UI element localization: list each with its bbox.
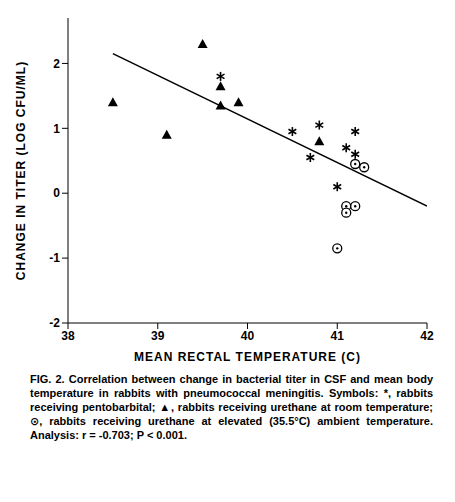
svg-text:-2: -2: [49, 316, 60, 330]
svg-text:MEAN RECTAL TEMPERATURE (C): MEAN RECTAL TEMPERATURE (C): [134, 350, 361, 364]
svg-text:38: 38: [61, 329, 75, 343]
html-text:FIG. 2. Correlation between ch: FIG. 2. Correlation between change in ba…: [30, 373, 433, 441]
svg-text:0: 0: [53, 186, 60, 200]
svg-text:41: 41: [331, 329, 345, 343]
svg-text:CHANGE IN TITER (LOG CFU/ML): CHANGE IN TITER (LOG CFU/ML): [14, 61, 28, 280]
svg-text:42: 42: [420, 329, 434, 343]
svg-text:40: 40: [241, 329, 255, 343]
svg-text:2: 2: [53, 57, 60, 71]
svg-text:-1: -1: [49, 251, 60, 265]
svg-text:1: 1: [53, 122, 60, 136]
svg-text:39: 39: [151, 329, 165, 343]
